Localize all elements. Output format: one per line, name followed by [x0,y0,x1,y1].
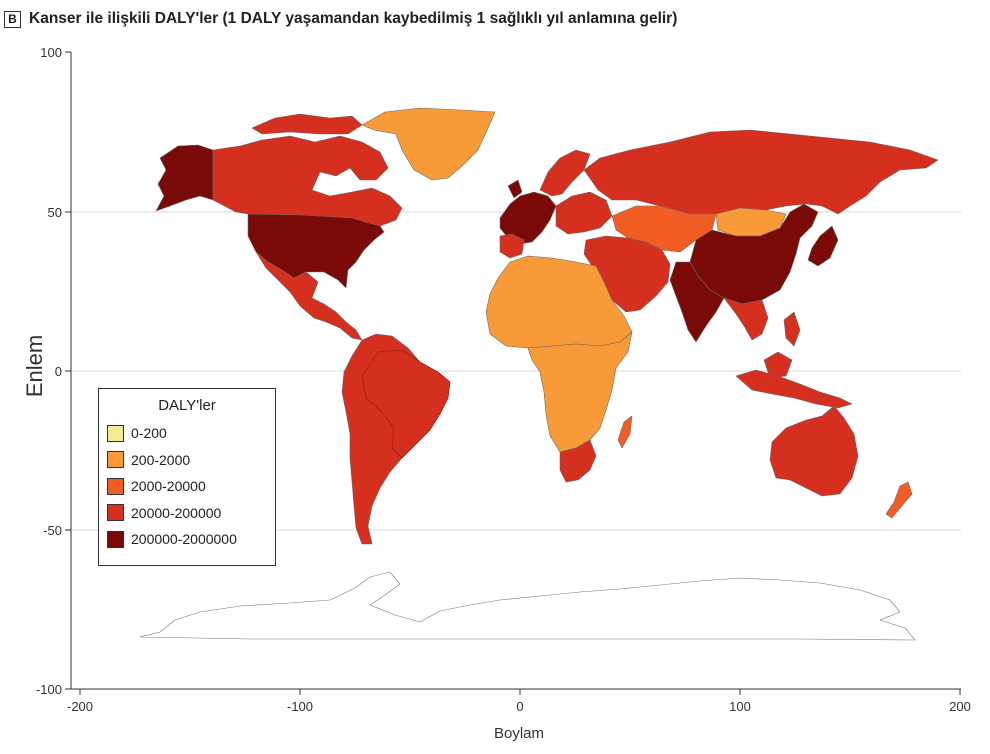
legend-title: DALY'ler [158,397,216,414]
legend: DALY'ler 0-200 200-2000 2000-20000 20000… [98,388,276,566]
region-japan [807,225,839,267]
legend-item: 0-200 [107,420,267,447]
figure-title: Kanser ile ilişkili DALY'ler (1 DALY yaş… [29,10,678,27]
region-canada-islands [251,113,363,135]
region-southern-africa [559,439,597,483]
figure-header: B Kanser ile ilişkili DALY'ler (1 DALY y… [4,6,677,32]
x-tick-label: 100 [729,699,751,714]
x-tick-label: -100 [287,699,313,714]
region-scandinavia [539,149,591,197]
region-central-africa [527,331,633,453]
legend-label: 200000-2000000 [131,531,237,548]
x-tick-label: -200 [67,699,93,714]
region-eastern-europe [555,191,613,235]
legend-swatch [107,424,124,442]
region-british-isles [507,179,523,199]
region-new-zealand [885,481,913,519]
region-madagascar [617,415,633,449]
legend-label: 200-2000 [131,451,191,468]
countries [139,107,939,641]
x-ticks [79,689,961,695]
y-tick-label: -50 [43,523,62,538]
region-iberia [499,233,525,259]
region-mexico-central-america [255,251,363,341]
region-southeast-asia [723,297,769,341]
legend-label: 20000-200000 [131,504,222,521]
y-tick-labels: 100 50 0 -50 -100 [36,45,62,697]
y-ticks [65,51,71,690]
x-tick-labels: -200 -100 0 100 200 [67,699,971,714]
y-axis-title: Enlem [22,335,47,397]
y-tick-label: 0 [55,364,62,379]
region-borneo [763,351,793,379]
x-axis-title: Boylam [494,725,544,742]
region-australia [769,405,859,497]
x-tick-label: 200 [949,699,971,714]
y-tick-label: -100 [36,682,62,697]
legend-swatch [107,451,124,469]
y-tick-label: 100 [40,45,62,60]
x-tick-label: 0 [516,699,523,714]
legend-item: 200-2000 [107,447,267,474]
panel-badge: B [4,10,21,28]
legend-swatch [107,530,124,548]
legend-label: 2000-20000 [131,478,206,495]
region-philippines [783,311,801,347]
legend-swatch [107,504,124,522]
legend-item: 200000-2000000 [107,526,267,553]
legend-swatch [107,477,124,495]
legend-item: 20000-200000 [107,500,267,527]
region-antarctica [139,571,916,641]
legend-item: 2000-20000 [107,473,267,500]
legend-label: 0-200 [131,425,167,442]
region-india [669,261,725,343]
region-brazil [361,349,451,459]
region-greenland [361,107,496,181]
region-alaska [155,144,214,212]
y-tick-label: 50 [48,205,62,220]
